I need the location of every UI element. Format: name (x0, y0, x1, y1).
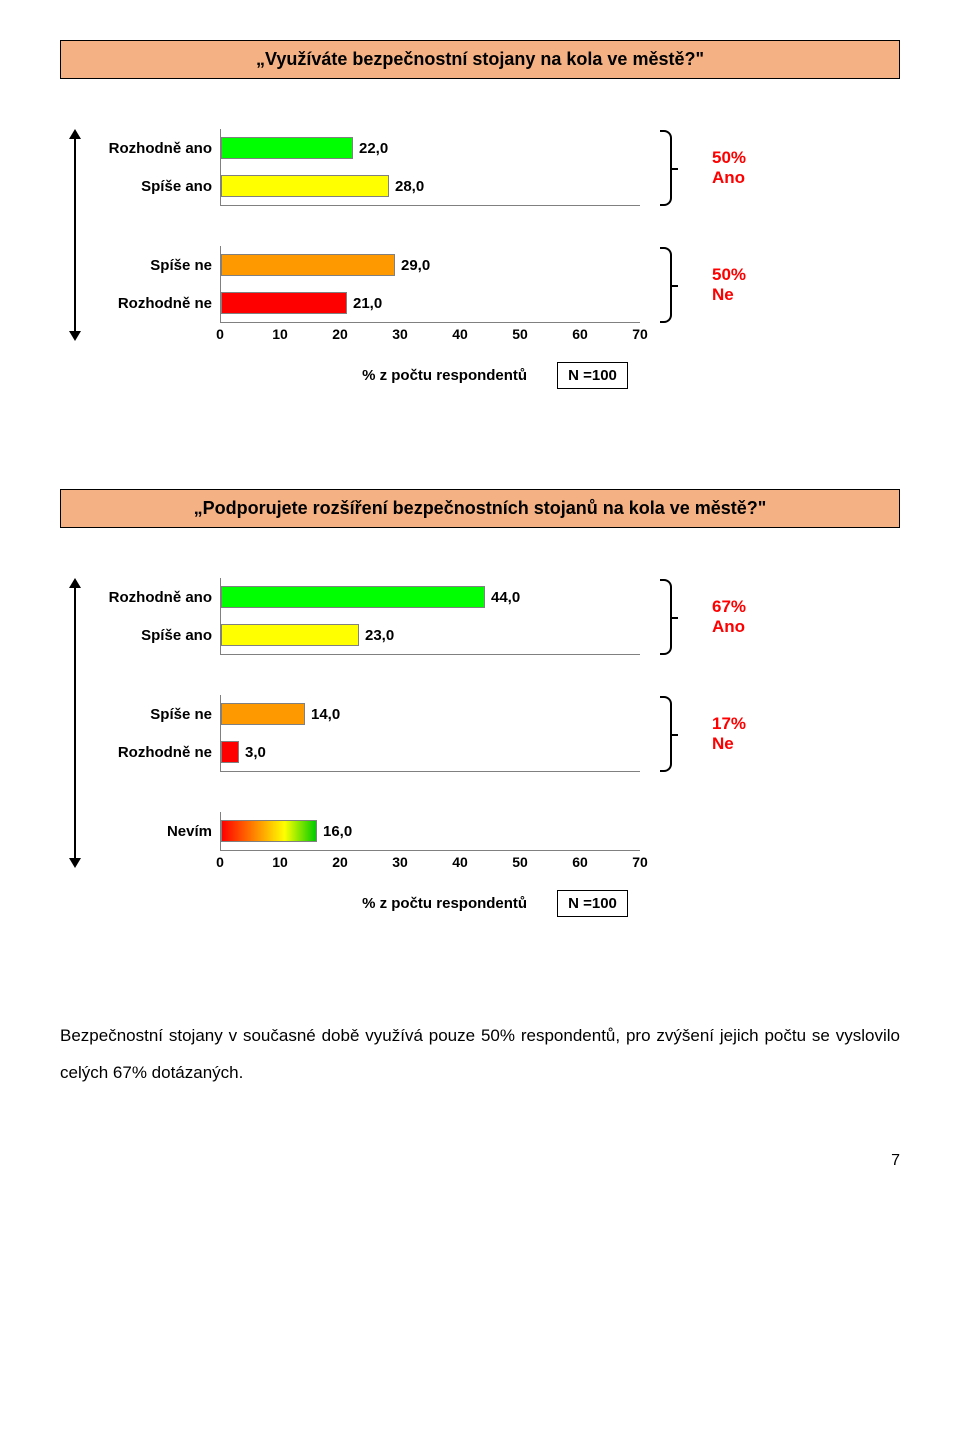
axis-tick: 20 (332, 326, 348, 342)
group-summary: 50%Ne (712, 265, 746, 305)
bar-label: Rozhodně ne (90, 734, 212, 772)
axis-tick: 40 (452, 326, 468, 342)
bar-label: Spíše ne (90, 247, 212, 285)
axis-tick: 50 (512, 326, 528, 342)
bar-group: Rozhodně anoSpíše ano 22,0 28,0 50%Ano (90, 129, 900, 206)
bar-label: Spíše ano (90, 168, 212, 206)
bar-label: Rozhodně ano (90, 130, 212, 168)
group-summary: 17%Ne (712, 714, 746, 754)
group-summary: 50%Ano (712, 148, 746, 188)
axis-tick: 40 (452, 854, 468, 870)
body-paragraph: Bezpečnostní stojany v současné době vyu… (60, 1017, 900, 1092)
bar (221, 175, 389, 197)
bar-value: 28,0 (395, 178, 424, 195)
bar-value: 22,0 (359, 140, 388, 157)
vertical-arrow-1 (60, 129, 90, 341)
bar-label: Nevím (90, 813, 212, 851)
question-box-2: „Podporujete rozšíření bezpečnostních st… (60, 489, 900, 528)
bar-group: Spíše neRozhodně ne 14,0 3,0 17%Ne (90, 695, 900, 772)
bar (221, 254, 395, 276)
page-number: 7 (60, 1152, 900, 1170)
bar (221, 624, 359, 646)
x-axis-2: 010203040506070 (220, 850, 640, 870)
bar-label: Spíše ano (90, 617, 212, 655)
bar-value: 44,0 (491, 589, 520, 606)
bar (221, 820, 317, 842)
group-summary: 67%Ano (712, 597, 746, 637)
bar-label: Spíše ne (90, 696, 212, 734)
bar-value: 16,0 (323, 823, 352, 840)
bar (221, 586, 485, 608)
axis-tick: 0 (216, 854, 224, 870)
n-box-2: N =100 (557, 890, 628, 917)
bar (221, 741, 239, 763)
axis-tick: 60 (572, 854, 588, 870)
axis-tick: 70 (632, 326, 648, 342)
chart1-footer: % z počtu respondentů N =100 (90, 362, 900, 389)
respondent-label-1: % z počtu respondentů (362, 367, 527, 384)
bar-value: 29,0 (401, 257, 430, 274)
bar-label: Rozhodně ne (90, 285, 212, 323)
axis-tick: 50 (512, 854, 528, 870)
bar-group: Spíše neRozhodně ne 29,0 21,0 50%Ne (90, 246, 900, 323)
axis-tick: 60 (572, 326, 588, 342)
axis-tick: 30 (392, 326, 408, 342)
chart2-wrap: Rozhodně anoSpíše ano 44,0 23,0 67%Ano Spíše… (60, 578, 900, 987)
axis-tick: 30 (392, 854, 408, 870)
n-box-1: N =100 (557, 362, 628, 389)
bar (221, 703, 305, 725)
bar-value: 3,0 (245, 744, 266, 761)
bar (221, 292, 347, 314)
bar-group: Rozhodně anoSpíše ano 44,0 23,0 67%Ano (90, 578, 900, 655)
bar-value: 14,0 (311, 706, 340, 723)
vertical-arrow-2 (60, 578, 90, 868)
bar-value: 23,0 (365, 627, 394, 644)
bar-value: 21,0 (353, 295, 382, 312)
bar-group: Nevím 16,0 (90, 812, 900, 851)
axis-tick: 0 (216, 326, 224, 342)
x-axis-1: 010203040506070 (220, 322, 640, 342)
chart2-footer: % z počtu respondentů N =100 (90, 890, 900, 917)
question-box-1: „Využíváte bezpečnostní stojany na kola … (60, 40, 900, 79)
respondent-label-2: % z počtu respondentů (362, 895, 527, 912)
bar (221, 137, 353, 159)
chart1-wrap: Rozhodně anoSpíše ano 22,0 28,0 50%Ano Spíše… (60, 129, 900, 459)
axis-tick: 10 (272, 326, 288, 342)
bar-label: Rozhodně ano (90, 579, 212, 617)
axis-tick: 70 (632, 854, 648, 870)
axis-tick: 10 (272, 854, 288, 870)
axis-tick: 20 (332, 854, 348, 870)
